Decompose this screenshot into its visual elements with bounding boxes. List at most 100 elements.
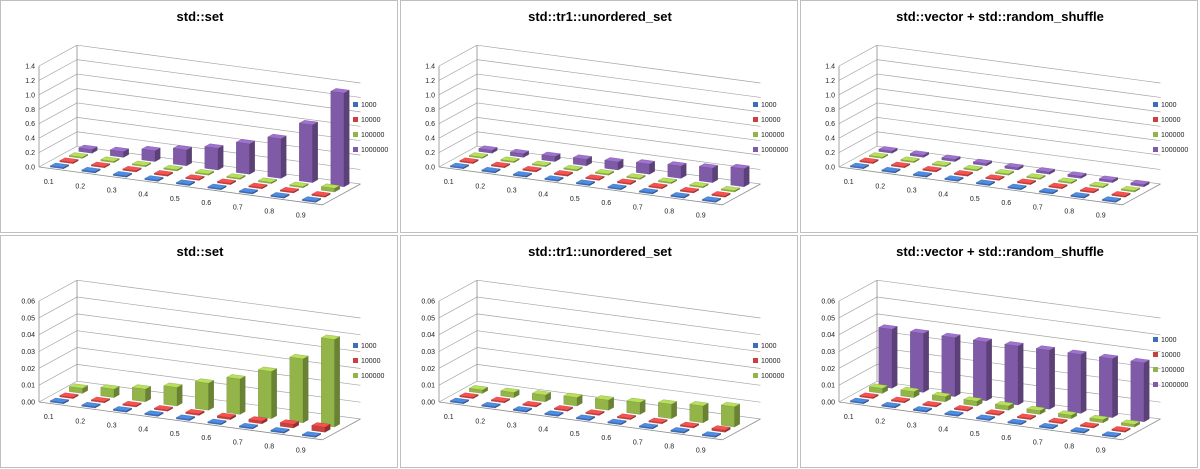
bar-100000-0.4	[563, 165, 583, 172]
bar-top	[49, 162, 70, 168]
gridline-left-wall	[438, 102, 478, 125]
gridline-back-wall	[76, 313, 361, 353]
bar-1000-0.5	[975, 414, 996, 421]
bar-10000-0.2	[890, 161, 911, 169]
x-tick-label: 0.7	[233, 204, 243, 211]
bar-top	[1120, 419, 1141, 425]
bar-1000-0.4	[944, 175, 964, 182]
y-tick-label: 0.6	[825, 121, 835, 128]
bar-100000-0.5	[594, 169, 615, 176]
gridline-left-wall	[438, 73, 478, 96]
gridline-left-wall	[38, 279, 78, 302]
bar-100000-0.2	[900, 156, 920, 163]
gridline-left-wall	[438, 347, 478, 369]
bar-1000-0.1	[49, 397, 70, 405]
bar-front	[258, 369, 272, 419]
legend-swatch	[353, 117, 358, 122]
y-tick-label: 0.06	[821, 299, 835, 306]
bar-top	[301, 431, 322, 437]
bar-10000-0.8	[1079, 422, 1100, 429]
legend-label: 10000	[761, 358, 781, 365]
floor-right-edge	[722, 418, 761, 441]
gridline-back-wall	[876, 73, 1161, 113]
bar-10000-0.9	[1111, 191, 1131, 198]
y-tick-label: 0.00	[21, 400, 35, 407]
bar-top	[563, 392, 583, 398]
bar-1000000-0.4	[972, 337, 993, 402]
bar-side	[891, 326, 898, 389]
gridline-left-wall	[838, 88, 878, 110]
bar-10000-0.6	[616, 413, 637, 420]
bar-1000000-0.2	[509, 149, 530, 158]
bar-top	[667, 161, 687, 167]
legend-swatch	[353, 147, 358, 152]
bar-top	[575, 179, 596, 185]
bar-1000000-0.6	[1035, 345, 1056, 410]
y-tick-label: 0.4	[25, 136, 35, 143]
y-tick-label: 0.0	[425, 165, 435, 172]
bar-1000000-0.9	[1130, 358, 1150, 423]
bar-1000-0.4	[144, 175, 164, 182]
bar-100000-0.7	[257, 366, 278, 419]
x-tick-label: 0.9	[296, 448, 306, 455]
bar-top	[626, 173, 646, 179]
bar-top	[207, 418, 227, 424]
y-tick-label: 1.0	[425, 92, 435, 99]
bar-top	[941, 154, 961, 160]
legend-label: 1000	[1161, 102, 1177, 109]
bar-top	[868, 383, 889, 389]
bar-top	[481, 167, 501, 172]
bar-front	[699, 166, 713, 183]
y-tick-label: 0.0	[825, 165, 835, 172]
y-tick-label: 0.2	[825, 150, 835, 157]
x-tick-label: 0.8	[264, 444, 274, 451]
bar-top	[500, 387, 520, 393]
bar-10000-0.8	[679, 421, 700, 429]
x-tick-label: 0.5	[570, 196, 580, 203]
bar-10000-0.7	[248, 416, 268, 425]
y-tick-label: 0.00	[421, 400, 435, 407]
floor-right-edge	[322, 418, 361, 441]
legend-label: 1000	[361, 102, 377, 109]
bar-top	[572, 154, 593, 160]
bar-10000-0.1	[859, 157, 879, 164]
bar-10000-0.5	[585, 174, 605, 181]
bar-100000-0.6	[1026, 405, 1046, 415]
bar-top	[922, 401, 942, 406]
bar-top	[941, 332, 961, 338]
legend-label: 100000	[761, 132, 784, 139]
bar-1000-0.5	[575, 414, 596, 421]
y-tick-label: 0.6	[25, 121, 35, 128]
bar-front	[595, 398, 609, 411]
bar-front	[910, 331, 924, 393]
bar-1000000-0.8	[298, 120, 319, 183]
bar-top	[900, 386, 920, 392]
y-tick-label: 1.4	[25, 64, 35, 71]
floor-front-edge	[838, 166, 1123, 206]
bar-top	[289, 354, 309, 360]
bar-10000-0.6	[216, 412, 237, 420]
bar-100000-0.8	[689, 401, 709, 424]
bar-100000-0.6	[226, 374, 246, 415]
bar-top	[922, 166, 942, 171]
bar-side	[280, 135, 287, 179]
gridline-left-wall	[838, 364, 878, 386]
bar-10000-0.6	[1016, 413, 1037, 420]
bar-10000-0.4	[153, 405, 174, 412]
bar-top	[985, 174, 1005, 180]
bar-top	[544, 410, 564, 416]
bar-100000-0.8	[1089, 181, 1109, 189]
bar-top	[289, 181, 309, 187]
bar-front	[1067, 352, 1082, 414]
chart-title: std::vector + std::random_shuffle	[896, 9, 1104, 24]
bar-top	[1101, 196, 1122, 202]
bar-top	[279, 419, 300, 425]
bar-front	[730, 166, 745, 187]
bar-top	[1057, 410, 1078, 416]
bar-top	[909, 328, 930, 334]
bar-front	[132, 387, 146, 402]
y-tick-label: 0.05	[21, 315, 35, 322]
bar-side	[743, 165, 750, 188]
bar-1000000-0.6	[1035, 167, 1056, 175]
bar-1000-0.2	[481, 402, 501, 409]
